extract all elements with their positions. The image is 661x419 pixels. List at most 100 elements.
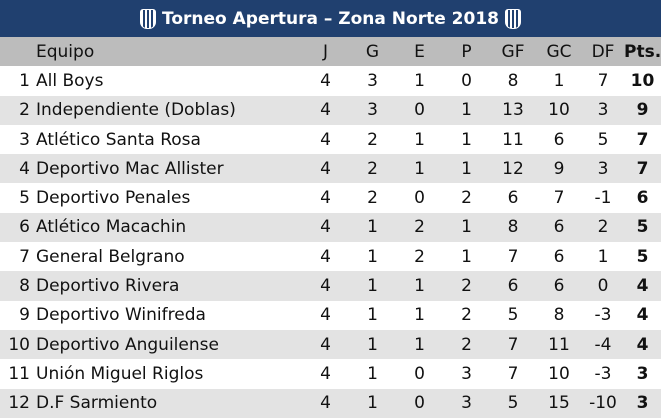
row-goals-for: 8 — [507, 70, 519, 91]
header-goal-difference: DF — [591, 41, 615, 62]
header-lost: P — [461, 41, 472, 62]
row-points: 4 — [636, 305, 649, 326]
row-drawn: 0 — [414, 100, 425, 121]
row-drawn: 1 — [414, 305, 425, 326]
row-team-name: Deportivo Anguilense — [36, 334, 219, 355]
row-points: 3 — [636, 393, 649, 414]
row-drawn: 2 — [414, 217, 425, 238]
row-goals-against: 6 — [553, 129, 565, 150]
row-goals-against: 8 — [553, 305, 565, 326]
row-points: 4 — [636, 334, 649, 355]
table-row: 5 Deportivo Penales 4 2 0 2 6 7 -1 6 — [0, 183, 661, 213]
header-drawn: E — [414, 41, 425, 62]
row-played: 4 — [320, 217, 331, 238]
row-goal-difference: 5 — [597, 129, 609, 150]
row-drawn: 0 — [414, 188, 425, 209]
row-points: 6 — [636, 188, 649, 209]
row-goal-difference: -3 — [594, 363, 612, 384]
table-row: 12 D.F Sarmiento 4 1 0 3 5 15 -10 3 — [0, 388, 661, 418]
row-goals-against: 15 — [548, 393, 570, 414]
header-won: G — [365, 41, 380, 62]
row-team-name: Deportivo Winifreda — [36, 305, 206, 326]
header-goals-against: GC — [546, 41, 572, 62]
row-goals-against: 6 — [553, 217, 565, 238]
row-position: 7 — [19, 246, 30, 267]
row-won: 2 — [367, 129, 378, 150]
row-position: 5 — [19, 188, 30, 209]
row-team-name: D.F Sarmiento — [36, 393, 158, 414]
row-position: 6 — [19, 217, 30, 238]
row-team-name: Deportivo Penales — [36, 188, 191, 209]
row-goal-difference: 3 — [597, 100, 609, 121]
row-won: 1 — [367, 393, 378, 414]
row-won: 2 — [367, 158, 378, 179]
row-played: 4 — [320, 246, 331, 267]
row-drawn: 1 — [414, 70, 425, 91]
row-played: 4 — [320, 129, 331, 150]
table-row: 7 General Belgrano 4 1 2 1 7 6 1 5 — [0, 242, 661, 272]
row-lost: 1 — [461, 100, 472, 121]
row-played: 4 — [320, 276, 331, 297]
row-position: 9 — [19, 305, 30, 326]
row-team-name: Unión Miguel Riglos — [36, 363, 204, 384]
row-goals-for: 7 — [507, 334, 519, 355]
row-lost: 3 — [461, 363, 472, 384]
club-crest-icon — [504, 8, 521, 29]
row-won: 1 — [367, 217, 378, 238]
row-goals-for: 8 — [507, 217, 519, 238]
row-played: 4 — [320, 334, 331, 355]
row-played: 4 — [320, 393, 331, 414]
row-drawn: 1 — [414, 276, 425, 297]
row-goals-for: 12 — [502, 158, 524, 179]
row-team-name: General Belgrano — [36, 246, 185, 267]
table-row: 10 Deportivo Anguilense 4 1 1 2 7 11 -4 4 — [0, 329, 661, 360]
row-goals-for: 6 — [507, 188, 519, 209]
row-drawn: 1 — [414, 334, 425, 355]
row-won: 1 — [367, 363, 378, 384]
row-goals-for: 6 — [507, 276, 519, 297]
row-lost: 1 — [461, 217, 472, 238]
row-points: 5 — [636, 246, 649, 267]
row-goals-against: 9 — [553, 158, 565, 179]
row-position: 3 — [19, 129, 30, 150]
row-points: 4 — [636, 276, 649, 297]
row-goals-against: 10 — [548, 363, 570, 384]
row-lost: 2 — [461, 188, 472, 209]
row-won: 3 — [367, 70, 378, 91]
table-row: 11 Unión Miguel Riglos 4 1 0 3 7 10 -3 3 — [0, 359, 661, 389]
header-row: Equipo J G E P GF GC DF Pts. — [0, 37, 661, 67]
row-goal-difference: 0 — [597, 276, 609, 297]
row-points: 3 — [636, 363, 649, 384]
row-position: 11 — [8, 363, 30, 384]
row-goals-against: 6 — [553, 246, 565, 267]
row-goal-difference: 3 — [597, 158, 609, 179]
row-goal-difference: -1 — [594, 188, 612, 209]
row-team-name: Deportivo Mac Allister — [36, 158, 224, 179]
row-goal-difference: 2 — [597, 217, 609, 238]
header-pos — [0, 37, 34, 66]
row-position: 1 — [19, 70, 30, 91]
row-played: 4 — [320, 305, 331, 326]
row-team-name: Atlético Santa Rosa — [36, 129, 201, 150]
row-drawn: 0 — [414, 363, 425, 384]
row-won: 1 — [367, 334, 378, 355]
row-goals-for: 13 — [502, 100, 524, 121]
row-won: 3 — [367, 100, 378, 121]
row-goal-difference: 7 — [597, 70, 609, 91]
table-row: 1 All Boys 4 3 1 0 8 1 7 10 — [0, 66, 661, 96]
row-position: 2 — [19, 100, 30, 121]
row-team-name: All Boys — [36, 70, 104, 91]
row-lost: 1 — [461, 246, 472, 267]
table-row: 4 Deportivo Mac Allister 4 2 1 1 12 9 3 7 — [0, 154, 661, 184]
row-goals-against: 6 — [553, 276, 565, 297]
row-drawn: 2 — [414, 246, 425, 267]
row-position: 10 — [8, 334, 30, 355]
row-goals-against: 11 — [548, 334, 570, 355]
row-drawn: 1 — [414, 129, 425, 150]
row-points: 7 — [636, 129, 649, 150]
table-row: 6 Atlético Macachin 4 1 2 1 8 6 2 5 — [0, 212, 661, 243]
table-row: 3 Atlético Santa Rosa 4 2 1 1 11 6 5 7 — [0, 124, 661, 155]
row-played: 4 — [320, 70, 331, 91]
table-row: 9 Deportivo Winifreda 4 1 1 2 5 8 -3 4 — [0, 300, 661, 330]
